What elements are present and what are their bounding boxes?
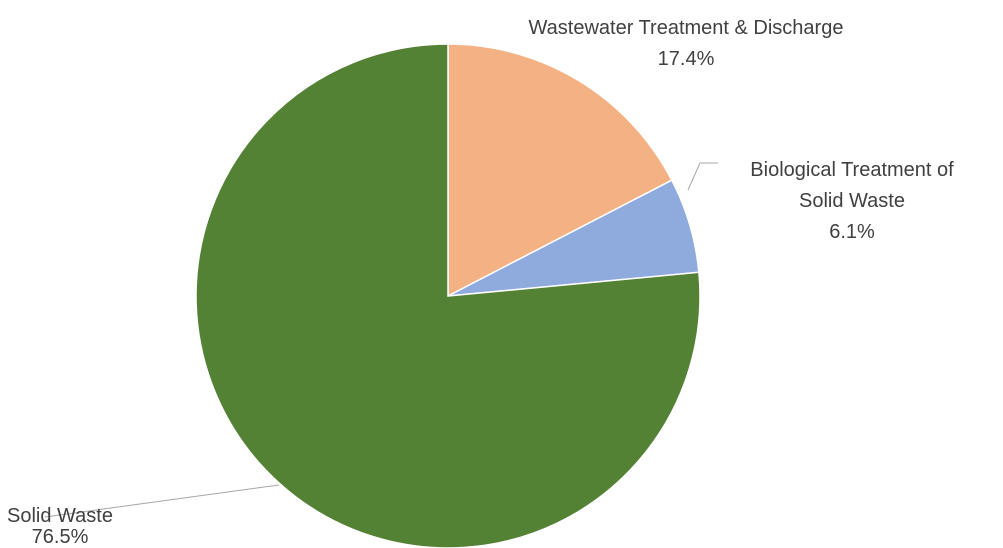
data-label: Solid Waste 76.5% — [4, 506, 116, 548]
data-label: Biological Treatment of Solid Waste 6.1% — [730, 155, 974, 248]
pie-slice — [195, 43, 701, 548]
value-label: 76.5% — [31, 526, 89, 548]
value-label: 6.1% — [829, 221, 875, 243]
category-label: Wastewater Treatment & Discharge — [528, 17, 844, 39]
leader-line — [44, 484, 280, 518]
data-label: Wastewater Treatment & Discharge 17.4% — [506, 13, 866, 75]
value-label: 17.4% — [657, 48, 715, 70]
leader-line — [687, 162, 718, 191]
category-label: Biological Treatment of Solid Waste — [750, 159, 954, 212]
pie-slice — [447, 43, 673, 298]
category-label: Solid Waste — [7, 505, 113, 527]
